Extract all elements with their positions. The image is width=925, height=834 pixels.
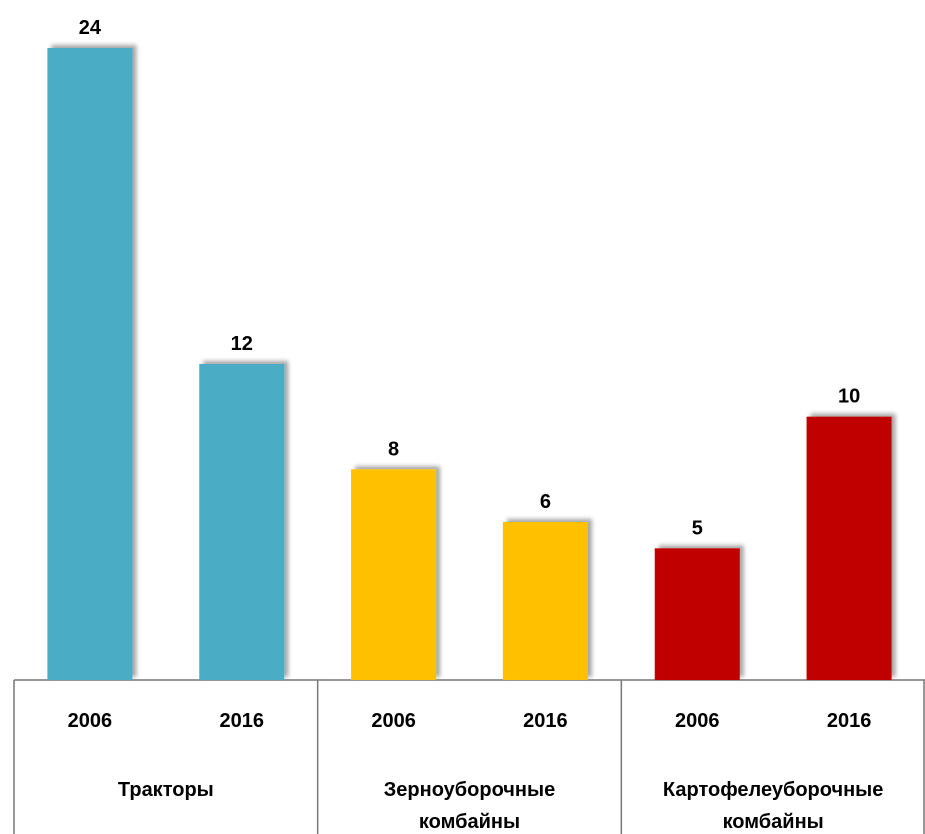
group-label: Зерноуборочные комбайны bbox=[318, 774, 622, 834]
bar bbox=[654, 548, 740, 680]
bar bbox=[806, 416, 892, 680]
value-label: 5 bbox=[692, 517, 703, 539]
bar bbox=[47, 48, 133, 680]
x-tick-label: 2016 bbox=[220, 710, 265, 732]
group-label-text: Картофелеуборочные комбайны bbox=[662, 779, 884, 833]
group-label-text: Зерноуборочные комбайны bbox=[383, 779, 556, 833]
group-label: Картофелеуборочные комбайны bbox=[621, 774, 925, 834]
group-label: Тракторы bbox=[14, 774, 318, 806]
x-tick-label: 2006 bbox=[68, 710, 113, 732]
value-label: 12 bbox=[231, 333, 253, 355]
bar bbox=[502, 522, 588, 680]
value-label: 24 bbox=[79, 17, 102, 39]
x-tick-label: 2016 bbox=[827, 710, 872, 732]
value-label: 8 bbox=[388, 438, 399, 460]
value-label: 10 bbox=[838, 386, 860, 408]
value-label: 6 bbox=[540, 491, 551, 513]
group-label-text: Тракторы bbox=[117, 779, 214, 801]
x-tick-label: 2016 bbox=[523, 710, 568, 732]
bar bbox=[351, 469, 437, 680]
x-tick-label: 2006 bbox=[371, 710, 416, 732]
x-tick-label: 2006 bbox=[675, 710, 720, 732]
bar bbox=[199, 364, 285, 680]
